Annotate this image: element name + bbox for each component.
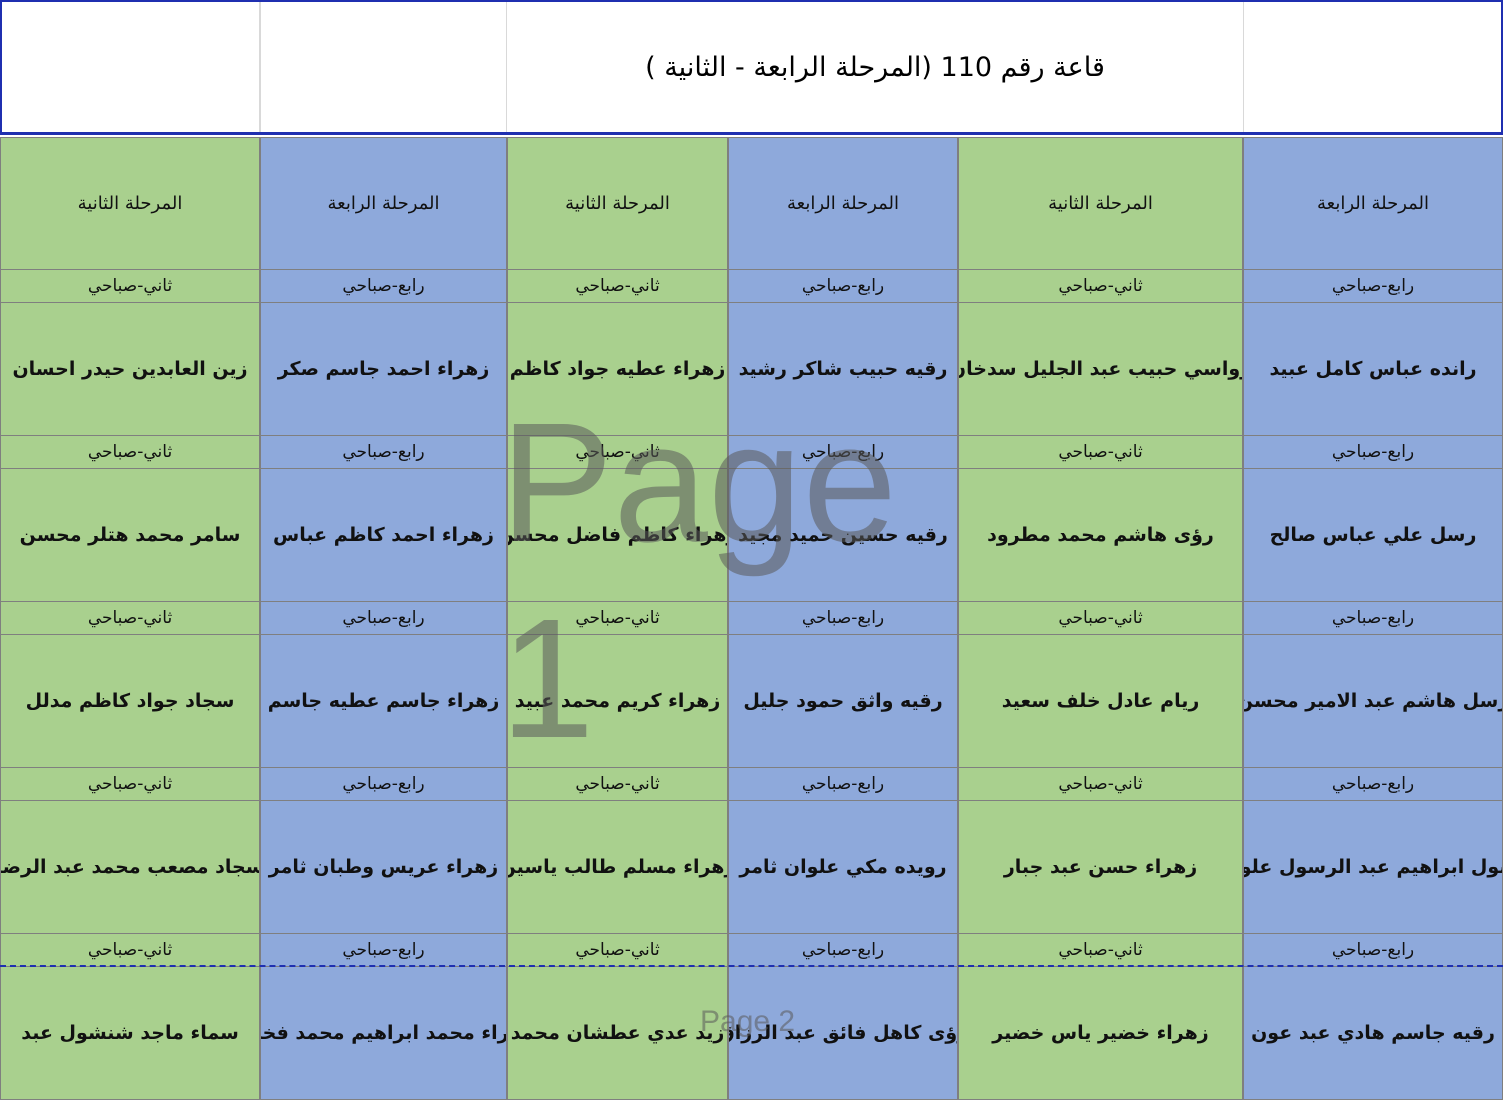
shift-label: رابع-صباحي	[728, 435, 958, 469]
student-name: رقيه حسين حميد مجيد	[728, 468, 958, 602]
shift-label: ثاني-صباحي	[958, 269, 1243, 303]
shift-label: رابع-صباحي	[260, 767, 507, 801]
shift-label: رابع-صباحي	[1243, 767, 1503, 801]
student-name: رواسي حبيب عبد الجليل سدخان	[958, 302, 1243, 436]
shift-label: ثاني-صباحي	[0, 435, 260, 469]
column-header: المرحلة الثانية	[507, 137, 728, 270]
shift-label: رابع-صباحي	[260, 601, 507, 635]
column-header: المرحلة الرابعة	[1243, 137, 1503, 270]
shift-label: ثاني-صباحي	[0, 269, 260, 303]
shift-label: ثاني-صباحي	[958, 601, 1243, 635]
column-header: المرحلة الرابعة	[728, 137, 958, 270]
shift-label: رابع-صباحي	[260, 933, 507, 967]
shift-label: رابع-صباحي	[1243, 269, 1503, 303]
shift-label: ثاني-صباحي	[507, 269, 728, 303]
student-name: زهراء محمد ابراهيم محمد فخري	[260, 966, 507, 1100]
column-header: المرحلة الثانية	[0, 137, 260, 270]
shift-label: ثاني-صباحي	[0, 601, 260, 635]
student-name: زهراء عطيه جواد كاظم	[507, 302, 728, 436]
shift-label: رابع-صباحي	[728, 933, 958, 967]
student-name: زهراء كريم محمد عبيد	[507, 634, 728, 768]
student-name: زهراء خضير ياس خضير	[958, 966, 1243, 1100]
shift-label: ثاني-صباحي	[0, 933, 260, 967]
student-name: سامر محمد هتلر محسن	[0, 468, 260, 602]
student-name: زهراء كاظم فاضل محسن	[507, 468, 728, 602]
column-header: المرحلة الرابعة	[260, 137, 507, 270]
student-name: ريام عادل خلف سعيد	[958, 634, 1243, 768]
page-break	[0, 965, 1503, 967]
shift-label: رابع-صباحي	[728, 601, 958, 635]
shift-label: رابع-صباحي	[728, 269, 958, 303]
student-name: رانده عباس كامل عبيد	[1243, 302, 1503, 436]
shift-label: ثاني-صباحي	[507, 435, 728, 469]
student-name: زهراء حسن عبد جبار	[958, 800, 1243, 934]
student-name: زين العابدين حيدر احسان	[0, 302, 260, 436]
student-name: رقيه واثق حمود جليل	[728, 634, 958, 768]
student-name: سجاد مصعب محمد عبد الرضا	[0, 800, 260, 934]
shift-label: رابع-صباحي	[1243, 933, 1503, 967]
student-name: رويده مكي علوان ثامر	[728, 800, 958, 934]
shift-label: ثاني-صباحي	[958, 933, 1243, 967]
shift-label: رابع-صباحي	[260, 435, 507, 469]
sheet-title: قاعة رقم 110 (المرحلة الرابعة - الثانية …	[645, 52, 1105, 83]
student-name: زهراء احمد كاظم عباس	[260, 468, 507, 602]
shift-label: ثاني-صباحي	[958, 767, 1243, 801]
student-name: زيد عدي عطشان محمد	[507, 966, 728, 1100]
student-name: رسول ابراهيم عبد الرسول علوان	[1243, 800, 1503, 934]
student-name: رسل علي عباس صالح	[1243, 468, 1503, 602]
shift-label: ثاني-صباحي	[507, 601, 728, 635]
student-name: سماء ماجد شنشول عبد	[0, 966, 260, 1100]
student-name: زهراء عريس وطبان ثامر	[260, 800, 507, 934]
shift-label: رابع-صباحي	[1243, 435, 1503, 469]
shift-label: ثاني-صباحي	[507, 933, 728, 967]
shift-label: رابع-صباحي	[1243, 601, 1503, 635]
shift-label: رابع-صباحي	[728, 767, 958, 801]
student-name: رقيه جاسم هادي عبد عون	[1243, 966, 1503, 1100]
student-name: زهراء مسلم طالب ياسين	[507, 800, 728, 934]
shift-label: ثاني-صباحي	[0, 767, 260, 801]
student-name: رؤى كاهل فائق عبد الرزاق	[728, 966, 958, 1100]
student-name: سجاد جواد كاظم مدلل	[0, 634, 260, 768]
student-name: زهراء احمد جاسم صكر	[260, 302, 507, 436]
empty-cell	[0, 0, 260, 135]
shift-label: ثاني-صباحي	[507, 767, 728, 801]
student-name: زهراء جاسم عطيه جاسم	[260, 634, 507, 768]
student-name: رقيه حبيب شاكر رشيد	[728, 302, 958, 436]
empty-cell	[1243, 0, 1503, 135]
shift-label: رابع-صباحي	[260, 269, 507, 303]
empty-cell	[260, 0, 507, 135]
student-name: رؤى هاشم محمد مطرود	[958, 468, 1243, 602]
student-name: رسل هاشم عبد الامير محسن	[1243, 634, 1503, 768]
column-header: المرحلة الثانية	[958, 137, 1243, 270]
shift-label: ثاني-صباحي	[958, 435, 1243, 469]
